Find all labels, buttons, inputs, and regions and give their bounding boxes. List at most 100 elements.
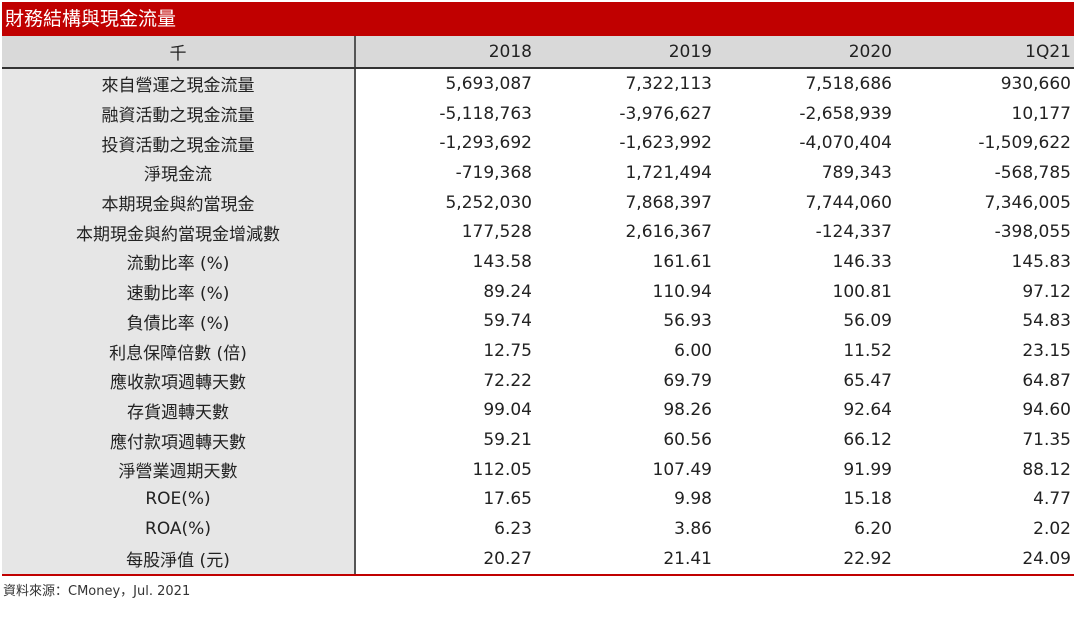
row-value: 92.64 bbox=[843, 400, 892, 421]
row-value: 99.04 bbox=[483, 400, 532, 421]
row-label: 應付款項週轉天數 bbox=[2, 425, 356, 455]
row-value: 6.20 bbox=[854, 519, 892, 540]
header-row: 千 2018 2019 2020 1Q21 bbox=[2, 36, 1074, 69]
row-value: 97.12 bbox=[1022, 281, 1071, 302]
row-value: 54.83 bbox=[1022, 311, 1071, 332]
table-row: 利息保障倍數 (倍) 12.75 6.00 11.52 23.15 bbox=[2, 336, 1074, 366]
row-value: 24.09 bbox=[895, 544, 1074, 576]
row-value: -5,118,763 bbox=[439, 103, 532, 124]
table-row: 應收款項週轉天數 72.22 69.79 65.47 64.87 bbox=[2, 365, 1074, 396]
table-title: 財務結構與現金流量 bbox=[2, 2, 1074, 36]
row-value: -398,055 bbox=[994, 222, 1071, 243]
row-label: 本期現金與約當現金增減數 bbox=[2, 217, 356, 248]
row-label: 本期現金與約當現金 bbox=[2, 187, 356, 218]
row-value: 110.94 bbox=[652, 281, 712, 302]
row-label: 融資活動之現金流量 bbox=[2, 98, 356, 129]
table-row: ROE(%) 17.65 9.98 15.18 4.77 bbox=[2, 484, 1074, 515]
row-value: 7,346,005 bbox=[984, 192, 1071, 213]
table-row: 流動比率 (%) 143.58 161.61 146.33 145.83 bbox=[2, 247, 1074, 277]
table-row: 本期現金與約當現金增減數 177,528 2,616,367 -124,337 -398… bbox=[2, 217, 1074, 248]
row-value: 21.41 bbox=[535, 544, 715, 576]
table-row: 每股淨值 (元) 20.27 21.41 22.92 24.09 bbox=[2, 544, 1074, 576]
row-value: 6.23 bbox=[494, 519, 532, 540]
row-value: -3,976,627 bbox=[619, 103, 712, 124]
table-row: 融資活動之現金流量 -5,118,763 -3,976,627 -2,658,939 1… bbox=[2, 98, 1074, 129]
source-note: 資料來源：CMoney，Jul. 2021 bbox=[3, 584, 191, 599]
row-value: 107.49 bbox=[652, 459, 712, 480]
row-value: -1,623,992 bbox=[619, 133, 712, 154]
row-value: -719,368 bbox=[455, 162, 532, 183]
row-label: 淨現金流 bbox=[2, 158, 356, 188]
year-header: 1Q21 bbox=[895, 36, 1074, 69]
table-row: ROA(%) 6.23 3.86 6.20 2.02 bbox=[2, 514, 1074, 544]
row-value: 98.26 bbox=[663, 400, 712, 421]
row-value: 789,343 bbox=[821, 162, 892, 183]
row-value: 5,693,087 bbox=[445, 73, 532, 94]
row-value: 59.21 bbox=[483, 430, 532, 451]
row-value: 100.81 bbox=[832, 281, 892, 302]
row-value: 3.86 bbox=[674, 519, 712, 540]
row-label: 流動比率 (%) bbox=[2, 247, 356, 277]
table-row: 來自營運之現金流量 5,693,087 7,322,113 7,518,686 930,… bbox=[2, 68, 1074, 99]
row-value: 1,721,494 bbox=[625, 162, 712, 183]
table-row: 本期現金與約當現金 5,252,030 7,868,397 7,744,060 7,34… bbox=[2, 187, 1074, 218]
row-label: ROE(%) bbox=[2, 484, 356, 515]
row-value: 71.35 bbox=[1022, 430, 1071, 451]
row-value: 17.65 bbox=[483, 489, 532, 510]
row-label: ROA(%) bbox=[2, 514, 356, 544]
row-value: 12.75 bbox=[483, 341, 532, 362]
row-value: 6.00 bbox=[674, 341, 712, 362]
row-label: 應收款項週轉天數 bbox=[2, 365, 356, 396]
row-value: 161.61 bbox=[652, 251, 712, 272]
row-label: 存貨週轉天數 bbox=[2, 395, 356, 426]
row-value: 72.22 bbox=[483, 370, 532, 391]
row-value: -568,785 bbox=[994, 162, 1071, 183]
row-value: 10,177 bbox=[1011, 103, 1071, 124]
row-value: 20.27 bbox=[355, 544, 535, 576]
row-value: 23.15 bbox=[1022, 341, 1071, 362]
row-value: 5,252,030 bbox=[445, 192, 532, 213]
year-header: 2019 bbox=[535, 36, 715, 69]
row-value: 64.87 bbox=[1022, 370, 1071, 391]
row-label: 速動比率 (%) bbox=[2, 276, 356, 307]
row-value: -1,509,622 bbox=[978, 133, 1071, 154]
row-value: 2,616,367 bbox=[625, 222, 712, 243]
row-value: 7,744,060 bbox=[805, 192, 892, 213]
row-value: 89.24 bbox=[483, 281, 532, 302]
row-value: 91.99 bbox=[843, 459, 892, 480]
row-value: 9.98 bbox=[674, 489, 712, 510]
row-value: 4.77 bbox=[1033, 489, 1071, 510]
row-value: 56.09 bbox=[843, 311, 892, 332]
row-value: 60.56 bbox=[663, 430, 712, 451]
table-row: 淨營業週期天數 112.05 107.49 91.99 88.12 bbox=[2, 454, 1074, 485]
row-value: 177,528 bbox=[461, 222, 532, 243]
table-row: 投資活動之現金流量 -1,293,692 -1,623,992 -4,070,404 -… bbox=[2, 128, 1074, 159]
row-value: -124,337 bbox=[815, 222, 892, 243]
row-label: 利息保障倍數 (倍) bbox=[2, 336, 356, 366]
table-row: 速動比率 (%) 89.24 110.94 100.81 97.12 bbox=[2, 276, 1074, 307]
row-value: 112.05 bbox=[472, 459, 532, 480]
row-value: 7,322,113 bbox=[625, 73, 712, 94]
row-value: 15.18 bbox=[843, 489, 892, 510]
row-value: 2.02 bbox=[1033, 519, 1071, 540]
year-header: 2020 bbox=[715, 36, 895, 69]
row-value: 7,518,686 bbox=[805, 73, 892, 94]
row-value: 930,660 bbox=[1000, 73, 1071, 94]
row-value: -2,658,939 bbox=[799, 103, 892, 124]
row-value: -4,070,404 bbox=[799, 133, 892, 154]
row-value: 66.12 bbox=[843, 430, 892, 451]
row-label: 每股淨值 (元) bbox=[2, 544, 356, 576]
row-value: 59.74 bbox=[483, 311, 532, 332]
row-value: 145.83 bbox=[1011, 251, 1071, 272]
row-value: 94.60 bbox=[1022, 400, 1071, 421]
row-value: 7,868,397 bbox=[625, 192, 712, 213]
row-value: 22.92 bbox=[715, 544, 895, 576]
year-header: 2018 bbox=[355, 36, 535, 69]
row-label: 負債比率 (%) bbox=[2, 306, 356, 337]
row-value: 65.47 bbox=[843, 370, 892, 391]
table-row: 淨現金流 -719,368 1,721,494 789,343 -568,785 bbox=[2, 158, 1074, 188]
row-value: -1,293,692 bbox=[439, 133, 532, 154]
row-label: 來自營運之現金流量 bbox=[2, 68, 356, 99]
table-row: 應付款項週轉天數 59.21 60.56 66.12 71.35 bbox=[2, 425, 1074, 455]
unit-header: 千 bbox=[2, 36, 356, 69]
